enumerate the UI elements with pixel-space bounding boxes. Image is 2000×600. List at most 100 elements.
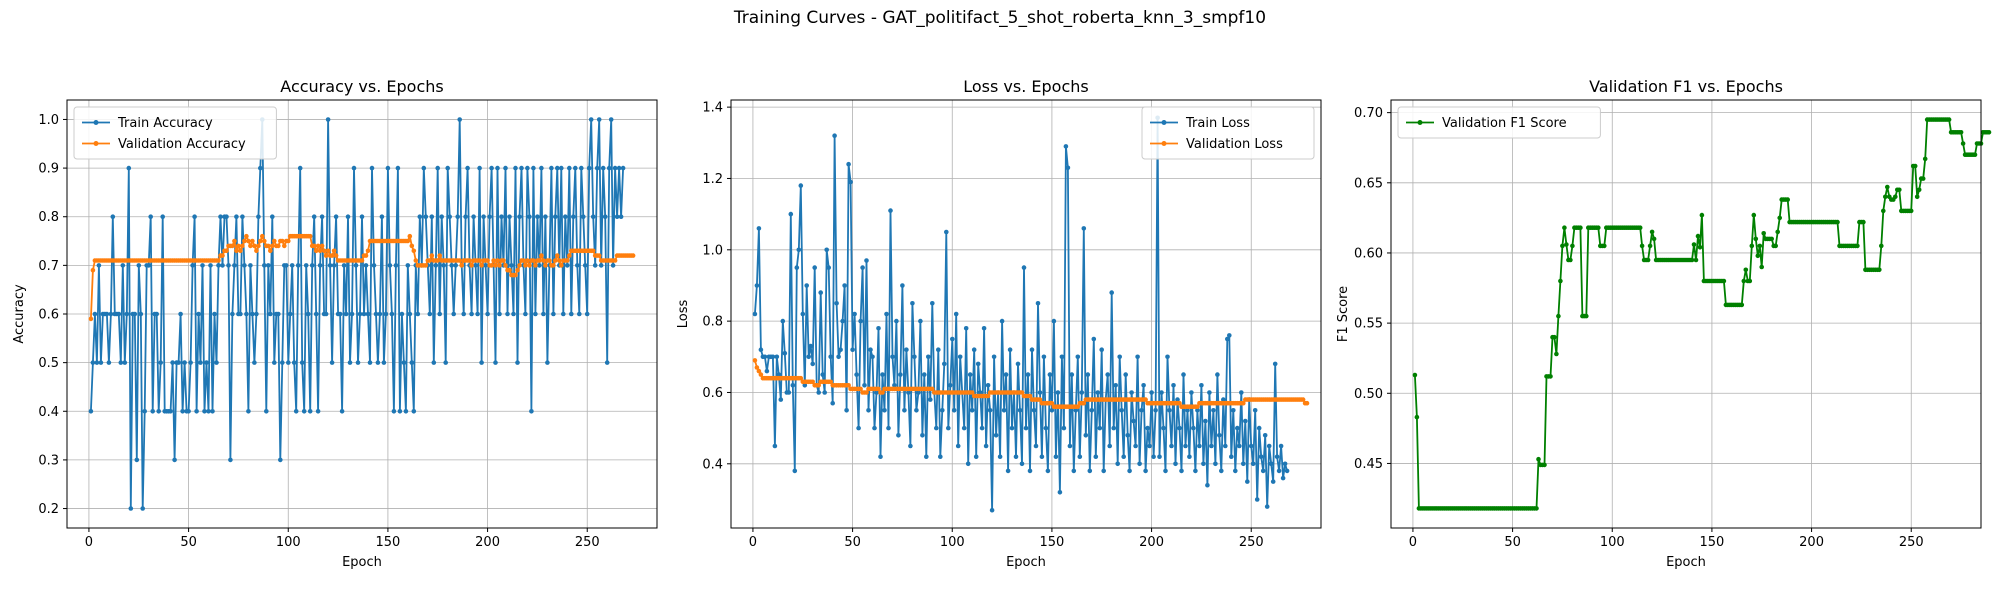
data-point-train-loss bbox=[951, 408, 957, 413]
data-point-train-loss bbox=[836, 354, 841, 360]
data-point-validation-f1-score bbox=[1861, 219, 1866, 225]
x-tick-label: 0 bbox=[749, 535, 757, 550]
data-point-train-accuracy bbox=[451, 311, 457, 317]
data-point-train-loss bbox=[963, 326, 969, 331]
data-point-train-accuracy bbox=[198, 360, 203, 365]
data-point-train-loss bbox=[1252, 408, 1258, 413]
data-point-validation-accuracy bbox=[531, 258, 536, 263]
data-point-train-accuracy bbox=[206, 409, 211, 414]
data-point-validation-accuracy bbox=[477, 258, 482, 263]
data-point-train-loss bbox=[788, 211, 794, 217]
data-point-train-accuracy bbox=[463, 214, 468, 219]
data-point-validation-accuracy bbox=[435, 258, 441, 263]
data-point-train-loss bbox=[776, 372, 782, 377]
data-point-train-loss bbox=[1165, 354, 1170, 360]
data-point-validation-accuracy bbox=[409, 243, 415, 249]
data-point-validation-accuracy bbox=[88, 316, 94, 322]
y-axis-label: F1 Score bbox=[1336, 286, 1351, 342]
data-point-train-accuracy bbox=[471, 214, 476, 219]
data-point-train-accuracy bbox=[531, 165, 536, 171]
data-point-train-accuracy bbox=[437, 311, 443, 317]
data-point-train-accuracy bbox=[401, 360, 407, 365]
data-point-train-accuracy bbox=[96, 263, 102, 268]
data-point-validation-accuracy bbox=[489, 263, 494, 268]
data-point-validation-accuracy bbox=[525, 258, 530, 263]
data-point-validation-accuracy bbox=[427, 258, 433, 263]
data-point-train-loss bbox=[955, 443, 961, 449]
data-point-train-accuracy bbox=[421, 165, 427, 171]
data-point-train-loss bbox=[993, 433, 999, 438]
data-point-validation-accuracy bbox=[276, 243, 281, 249]
data-point-train-accuracy bbox=[325, 117, 331, 122]
data-point-train-accuracy bbox=[569, 311, 574, 317]
data-point-train-accuracy bbox=[258, 165, 263, 171]
data-point-train-loss bbox=[1133, 443, 1138, 449]
data-point-train-loss bbox=[848, 179, 853, 185]
data-point-train-accuracy bbox=[367, 360, 373, 365]
data-point-validation-accuracy bbox=[232, 238, 237, 244]
data-point-validation-accuracy bbox=[234, 248, 239, 254]
data-point-train-loss bbox=[912, 354, 917, 360]
data-point-train-accuracy bbox=[331, 263, 337, 268]
data-point-train-loss bbox=[1177, 425, 1182, 431]
data-point-validation-loss bbox=[880, 390, 885, 395]
y-tick-label: 1.0 bbox=[702, 243, 723, 258]
data-point-train-accuracy bbox=[291, 360, 297, 365]
data-point-train-accuracy bbox=[489, 165, 494, 171]
data-point-validation-f1-score bbox=[1564, 242, 1569, 247]
data-point-train-accuracy bbox=[250, 311, 255, 317]
data-point-validation-accuracy bbox=[596, 253, 602, 258]
data-point-train-loss bbox=[938, 454, 943, 460]
data-point-train-loss bbox=[774, 354, 780, 360]
data-point-train-accuracy bbox=[481, 214, 486, 219]
x-tick-label: 200 bbox=[1139, 535, 1164, 550]
data-point-train-accuracy bbox=[268, 311, 273, 317]
data-point-train-accuracy bbox=[577, 311, 582, 317]
data-point-validation-accuracy bbox=[555, 253, 560, 258]
data-point-validation-accuracy bbox=[437, 253, 443, 258]
data-point-train-accuracy bbox=[284, 263, 289, 268]
data-point-train-loss bbox=[1109, 290, 1114, 295]
data-point-train-accuracy bbox=[329, 360, 335, 365]
data-point-validation-f1-score bbox=[1883, 194, 1888, 200]
data-point-train-accuracy bbox=[192, 214, 197, 219]
data-point-validation-f1-score bbox=[1855, 243, 1860, 249]
data-point-train-loss bbox=[1085, 372, 1091, 377]
data-point-train-loss bbox=[989, 507, 995, 513]
data-point-train-accuracy bbox=[553, 214, 558, 219]
data-point-train-accuracy bbox=[581, 214, 586, 219]
data-point-train-loss bbox=[1067, 443, 1073, 449]
data-point-train-accuracy bbox=[315, 409, 321, 414]
data-point-train-accuracy bbox=[363, 263, 369, 268]
data-point-validation-f1-score bbox=[1578, 225, 1583, 230]
data-point-train-loss bbox=[1127, 468, 1132, 474]
data-point-train-loss bbox=[1209, 443, 1214, 449]
data-point-train-accuracy bbox=[88, 409, 94, 414]
data-point-train-accuracy bbox=[220, 263, 225, 268]
data-point-train-loss bbox=[975, 361, 981, 367]
chart-1: 0 50 100 150 200 250 0.2 0.3 0.4 0.5 0.6 0.7 0.8 0.9 1… bbox=[12, 77, 658, 570]
data-point-train-loss bbox=[904, 347, 909, 353]
data-point-train-accuracy bbox=[588, 117, 594, 122]
data-point-train-loss bbox=[1141, 383, 1146, 388]
data-point-train-loss bbox=[1003, 372, 1009, 377]
data-point-train-accuracy bbox=[399, 311, 405, 317]
data-point-train-loss bbox=[1105, 372, 1110, 377]
data-point-validation-f1-score bbox=[1697, 245, 1703, 250]
data-point-train-loss bbox=[957, 354, 963, 360]
data-point-train-loss bbox=[1041, 354, 1047, 360]
data-point-validation-accuracy bbox=[90, 267, 96, 273]
data-point-validation-accuracy bbox=[286, 238, 291, 244]
data-point-validation-f1-score bbox=[1773, 243, 1778, 249]
data-point-validation-loss bbox=[756, 368, 762, 374]
data-point-train-accuracy bbox=[365, 311, 371, 317]
data-point-train-loss bbox=[1183, 443, 1188, 449]
data-point-validation-f1-score bbox=[1757, 243, 1763, 249]
data-point-validation-loss bbox=[1027, 393, 1033, 399]
data-point-train-accuracy bbox=[214, 360, 219, 365]
data-point-train-accuracy bbox=[168, 409, 173, 414]
data-point-train-accuracy bbox=[586, 165, 592, 171]
data-point-train-loss bbox=[1143, 468, 1148, 474]
data-point-validation-accuracy bbox=[497, 263, 502, 268]
data-point-train-loss bbox=[1159, 390, 1164, 395]
